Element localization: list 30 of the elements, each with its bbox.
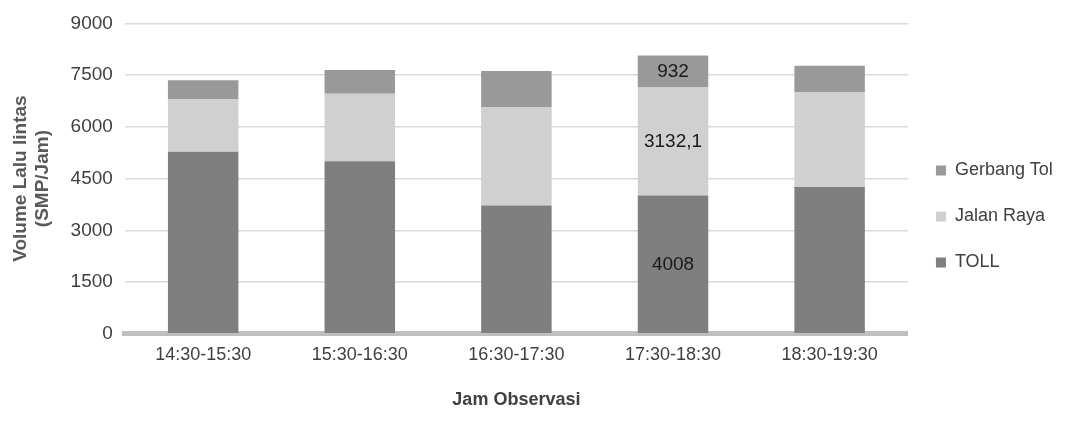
bar bbox=[794, 186, 865, 334]
bar bbox=[167, 80, 239, 99]
y-tick-label: 6000 bbox=[70, 115, 113, 137]
y-axis-title: Volume Lalu lintas (SMP/Jam) bbox=[8, 95, 53, 262]
bar bbox=[324, 69, 396, 94]
y-tick-label: 1500 bbox=[70, 270, 113, 292]
data-label: 4008 bbox=[651, 252, 695, 274]
y-tick-label: 7500 bbox=[70, 63, 113, 85]
y-tick-label: 9000 bbox=[70, 11, 113, 33]
x-tick-label: 16:30-17:30 bbox=[468, 343, 565, 364]
legend-label: Gerbang Tol bbox=[954, 159, 1053, 180]
y-tick-label: 3000 bbox=[70, 218, 113, 240]
legend-label: Jalan Raya bbox=[954, 205, 1046, 226]
bar bbox=[324, 161, 396, 334]
data-label: 932 bbox=[657, 59, 689, 81]
bar bbox=[481, 205, 552, 334]
data-label: 3132,1 bbox=[643, 129, 703, 151]
x-axis-title: Jam Observasi bbox=[452, 389, 581, 410]
x-tick-label: 17:30-18:30 bbox=[624, 343, 722, 364]
bar bbox=[637, 195, 709, 334]
x-tick-label: 14:30-15:30 bbox=[155, 343, 252, 364]
y-tick-label: 0 bbox=[102, 322, 113, 344]
x-tick-label: 15:30-16:30 bbox=[311, 343, 408, 364]
legend-label: TOLL bbox=[954, 251, 1000, 272]
bar bbox=[167, 151, 239, 334]
bar bbox=[481, 71, 552, 108]
bar bbox=[794, 65, 865, 93]
bar bbox=[637, 55, 709, 88]
y-tick-label: 4500 bbox=[70, 166, 113, 188]
x-tick-label: 18:30-19:30 bbox=[781, 343, 878, 364]
